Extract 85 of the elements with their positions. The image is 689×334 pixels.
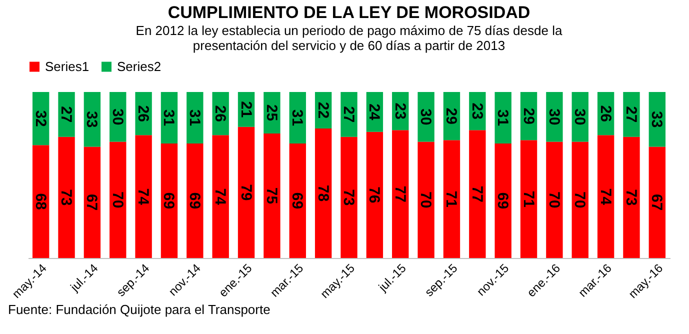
data-label: 26 xyxy=(134,105,152,122)
bar xyxy=(623,136,640,258)
data-label: 69 xyxy=(186,192,203,210)
bar xyxy=(366,132,384,258)
data-label: 70 xyxy=(108,192,126,208)
bar xyxy=(186,143,204,258)
bar xyxy=(648,146,666,258)
source-note: Fuente: Fundación Quijote para el Transporte xyxy=(7,301,272,317)
bar xyxy=(160,143,178,258)
data-label: 71 xyxy=(442,190,460,208)
data-label: 74 xyxy=(596,188,614,206)
bar xyxy=(572,142,588,258)
data-label: 31 xyxy=(494,109,512,126)
data-label: 23 xyxy=(391,102,408,120)
bar xyxy=(264,134,280,258)
bar xyxy=(340,136,358,258)
data-label: 22 xyxy=(314,102,332,119)
data-label: 70 xyxy=(417,192,434,208)
data-label: 31 xyxy=(288,109,306,126)
bar xyxy=(494,143,512,258)
data-label: 26 xyxy=(596,105,614,122)
data-label: 27 xyxy=(340,106,357,123)
data-label: 78 xyxy=(314,184,332,202)
data-label: 73 xyxy=(340,189,357,206)
bar xyxy=(58,136,75,258)
data-label: 67 xyxy=(648,194,666,211)
bar xyxy=(32,145,50,258)
chart-title: CUMPLIMIENTO DE LA LEY DE MOROSIDAD xyxy=(168,3,530,22)
bar xyxy=(212,135,229,258)
bar xyxy=(546,142,563,258)
bar xyxy=(392,130,409,258)
bar xyxy=(418,142,434,258)
data-label: 26 xyxy=(212,105,229,122)
bar xyxy=(623,92,640,137)
chart-subtitle: En 2012 la ley establecia un periodo de pago máximo de 75 días desde la presentación del servicio y de 60 días a partir de 2013 xyxy=(136,23,563,53)
data-label: 67 xyxy=(83,194,100,211)
data-label: 68 xyxy=(32,193,49,210)
data-label: 76 xyxy=(366,186,383,204)
legend-label: Series2 xyxy=(117,58,162,74)
bar xyxy=(186,92,204,144)
data-label: 73 xyxy=(622,189,640,206)
data-label: 71 xyxy=(520,190,537,208)
data-label: 75 xyxy=(262,187,280,204)
data-label: 69 xyxy=(494,192,512,210)
bar xyxy=(469,130,486,258)
bar xyxy=(443,140,460,258)
data-label: 74 xyxy=(212,188,229,206)
data-label: 70 xyxy=(571,192,588,208)
bar xyxy=(84,146,101,258)
data-label: 79 xyxy=(237,184,254,201)
bar xyxy=(289,143,306,258)
data-label: 31 xyxy=(186,109,203,126)
bar xyxy=(58,92,75,137)
bar xyxy=(135,135,152,258)
data-label: 73 xyxy=(58,189,75,206)
data-label: 31 xyxy=(160,109,178,126)
bar xyxy=(110,142,126,258)
data-label: 33 xyxy=(83,111,100,128)
data-label: 24 xyxy=(366,104,383,121)
data-label: 21 xyxy=(237,101,254,118)
data-label: 29 xyxy=(520,108,537,124)
data-label: 69 xyxy=(288,192,306,210)
data-label: 77 xyxy=(468,186,486,202)
data-label: 30 xyxy=(108,108,126,126)
bar xyxy=(520,140,538,258)
data-label: 33 xyxy=(648,111,666,128)
bar xyxy=(340,92,358,137)
bar xyxy=(597,135,614,258)
bar xyxy=(238,126,255,258)
data-label: 77 xyxy=(391,186,408,202)
data-label: 74 xyxy=(134,188,152,206)
legend-label: Series1 xyxy=(45,58,90,74)
data-label: 30 xyxy=(545,108,562,126)
data-label: 27 xyxy=(622,106,640,123)
data-label: 29 xyxy=(442,108,460,124)
data-label: 32 xyxy=(32,110,49,127)
data-label: 70 xyxy=(545,192,562,208)
data-label: 25 xyxy=(262,104,280,122)
data-label: 30 xyxy=(417,108,434,126)
bar xyxy=(314,128,332,258)
bar xyxy=(494,92,512,144)
data-label: 27 xyxy=(58,106,75,123)
data-label: 23 xyxy=(468,102,486,120)
data-label: 69 xyxy=(160,192,178,210)
data-label: 30 xyxy=(571,108,588,126)
